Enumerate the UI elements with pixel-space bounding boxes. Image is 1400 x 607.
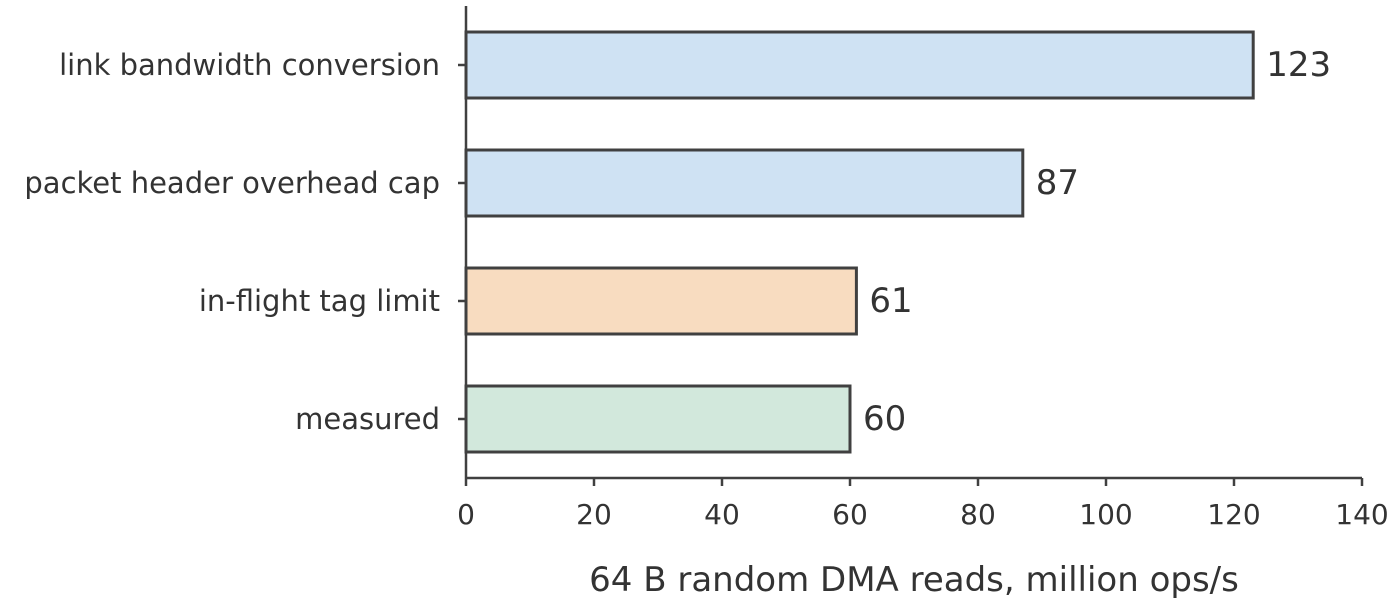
data-label: 87 [1036, 163, 1079, 203]
bar [464, 266, 858, 336]
x-tick-label: 0 [457, 498, 475, 531]
data-label: 61 [869, 281, 912, 321]
x-tick-label: 140 [1335, 498, 1388, 531]
category-label: link bandwidth conversion [59, 48, 440, 82]
x-tick-label: 100 [1079, 498, 1132, 531]
category-label: in-flight tag limit [199, 284, 440, 318]
data-label: 60 [863, 399, 906, 439]
x-tick-label: 120 [1207, 498, 1260, 531]
bars-layer [464, 30, 1255, 454]
bar [464, 148, 1025, 218]
data-label: 123 [1266, 45, 1331, 85]
category-labels: link bandwidth conversion packet header o… [24, 48, 466, 436]
category-label: packet header overhead cap [24, 166, 440, 200]
x-axis-title: 64 B random DMA reads, million ops/s [589, 560, 1239, 600]
category-label: measured [295, 402, 440, 436]
bar [464, 384, 852, 454]
x-tick-label: 40 [704, 498, 740, 531]
value-labels: 123 87 61 60 [863, 45, 1331, 439]
x-tick-label: 20 [576, 498, 612, 531]
x-axis-ticks: 0 20 40 60 80 100 120 140 [457, 478, 1389, 531]
bar [464, 30, 1255, 100]
x-tick-label: 60 [832, 498, 868, 531]
x-tick-label: 80 [960, 498, 996, 531]
